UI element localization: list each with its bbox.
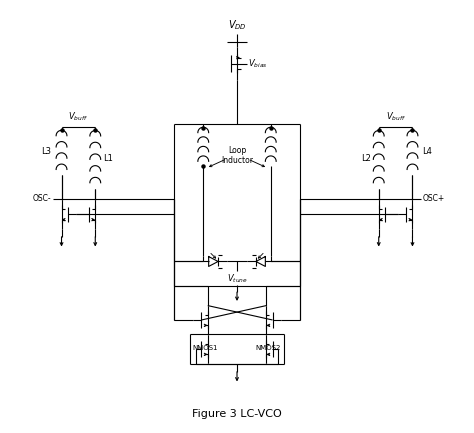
Text: $V_{DD}$: $V_{DD}$ — [228, 18, 246, 32]
Text: L1: L1 — [103, 154, 113, 162]
Text: $V_{buff}$: $V_{buff}$ — [385, 110, 406, 123]
Text: $V_{bias}$: $V_{bias}$ — [248, 57, 268, 70]
Text: Loop
Inductor: Loop Inductor — [221, 146, 253, 165]
Text: L2: L2 — [361, 154, 371, 162]
Text: NMOS2: NMOS2 — [256, 345, 281, 351]
Text: OSC-: OSC- — [33, 194, 52, 203]
Text: Figure 3 LC-VCO: Figure 3 LC-VCO — [192, 410, 282, 420]
Text: L3: L3 — [42, 147, 52, 156]
Text: OSC+: OSC+ — [422, 194, 445, 203]
Text: $V_{tune}$: $V_{tune}$ — [227, 273, 247, 285]
Text: NMOS1: NMOS1 — [193, 345, 218, 351]
Text: L4: L4 — [422, 147, 432, 156]
Text: $V_{buff}$: $V_{buff}$ — [68, 110, 89, 123]
